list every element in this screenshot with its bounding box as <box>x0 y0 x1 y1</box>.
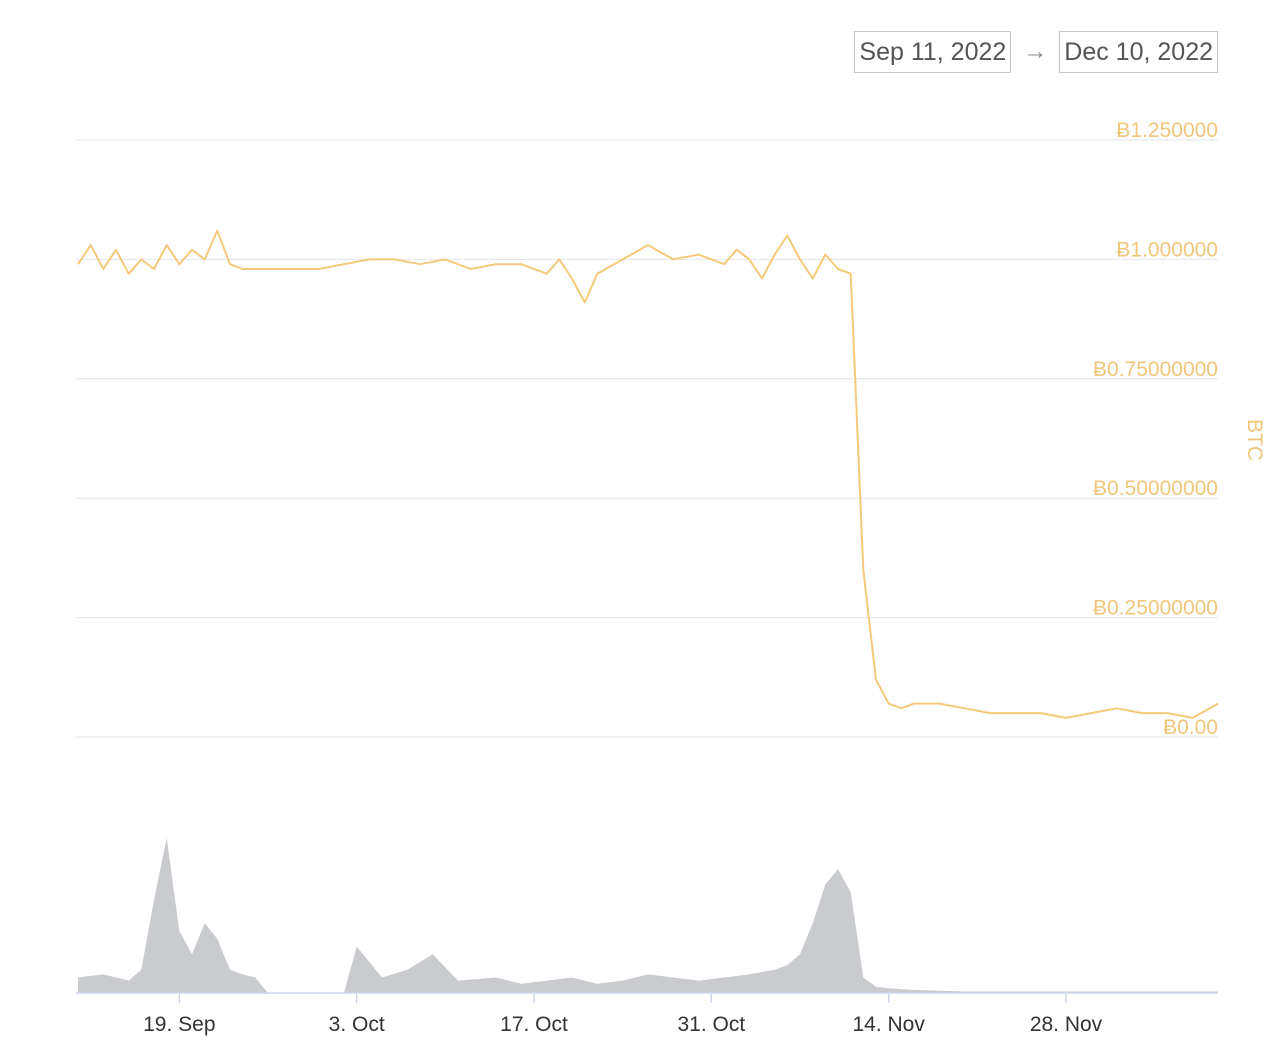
x-tick-label: 19. Sep <box>143 1013 215 1036</box>
y-tick-label: Ƀ0.00 <box>1163 716 1218 739</box>
volume-area <box>78 838 1218 993</box>
x-tick-label: 28. Nov <box>1030 1013 1103 1036</box>
range-arrow-icon: → <box>1023 38 1048 65</box>
x-axis: 19. Sep 3. Oct 17. Oct 31. Oct 14. Nov 28. No… <box>76 992 1218 1036</box>
y-tick-label: Ƀ0.25000000 <box>1093 597 1218 620</box>
range-from-input[interactable]: Sep 11, 2022 <box>854 31 1012 73</box>
volume-series-area <box>78 838 1218 993</box>
price-series-line <box>77 229 1219 719</box>
grid-lines <box>76 139 1218 738</box>
y-tick-label: Ƀ1.250000 <box>1116 119 1218 142</box>
x-tick-label: 14. Nov <box>852 1013 925 1036</box>
date-range-selector: Sep 11, 2022 → Dec 10, 2022 <box>854 31 1218 73</box>
y-axis: Ƀ0.00 Ƀ0.25000000 Ƀ0.50000000 Ƀ0.75000000 Ƀ1… <box>1093 119 1266 739</box>
x-tick-label: 31. Oct <box>677 1013 745 1036</box>
x-tick-label: 3. Oct <box>329 1013 385 1036</box>
y-tick-label: Ƀ0.50000000 <box>1093 477 1218 500</box>
y-tick-label: Ƀ0.75000000 <box>1093 358 1218 381</box>
x-tick-label: 17. Oct <box>500 1013 568 1036</box>
price-line <box>77 229 1219 719</box>
range-to-input[interactable]: Dec 10, 2022 <box>1059 31 1218 73</box>
y-tick-label: Ƀ1.000000 <box>1116 238 1218 261</box>
y-axis-title: BTC <box>1243 419 1266 461</box>
